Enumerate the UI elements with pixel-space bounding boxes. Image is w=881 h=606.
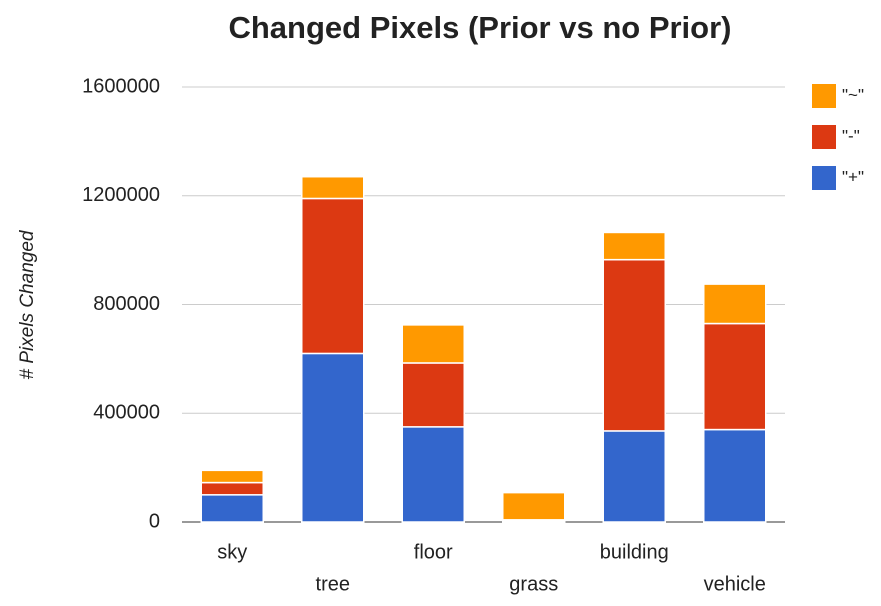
y-axis-label: # Pixels Changed [17, 229, 38, 379]
bar-segment [401, 362, 465, 428]
bar-segment [200, 469, 264, 484]
bar-segment [602, 231, 666, 261]
bar-segment [200, 494, 264, 523]
bar-segment [703, 322, 767, 431]
x-tick-label: building [600, 541, 669, 563]
y-tick-label: 800000 [93, 293, 160, 315]
chart-title: Changed Pixels (Prior vs no Prior) [228, 10, 731, 45]
legend-label: "+" [842, 167, 864, 186]
bar-segment [703, 283, 767, 325]
y-tick-label: 1200000 [82, 184, 160, 206]
bar-segment [401, 426, 465, 523]
x-tick-label: grass [509, 573, 558, 595]
bar-segment [200, 481, 264, 496]
legend-swatch [812, 166, 836, 190]
bar-segment [502, 491, 566, 521]
bar-segment [703, 428, 767, 523]
y-tick-label: 1600000 [82, 75, 160, 97]
legend-swatch [812, 84, 836, 108]
x-tick-label: tree [316, 573, 350, 595]
bar-segment [301, 175, 365, 200]
legend-swatch [812, 125, 836, 149]
bar-segment [401, 324, 465, 364]
x-tick-label: floor [414, 541, 453, 563]
legend-label: "~" [842, 85, 864, 104]
legend-label: "-" [842, 126, 860, 145]
x-tick-label: vehicle [704, 573, 766, 595]
y-tick-label: 0 [149, 510, 160, 532]
x-tick-label: sky [217, 541, 247, 563]
y-tick-label: 400000 [93, 402, 160, 424]
bar-segment [301, 352, 365, 523]
bar-segment [602, 430, 666, 523]
bar-segment [602, 258, 666, 432]
bar-segment [301, 197, 365, 355]
